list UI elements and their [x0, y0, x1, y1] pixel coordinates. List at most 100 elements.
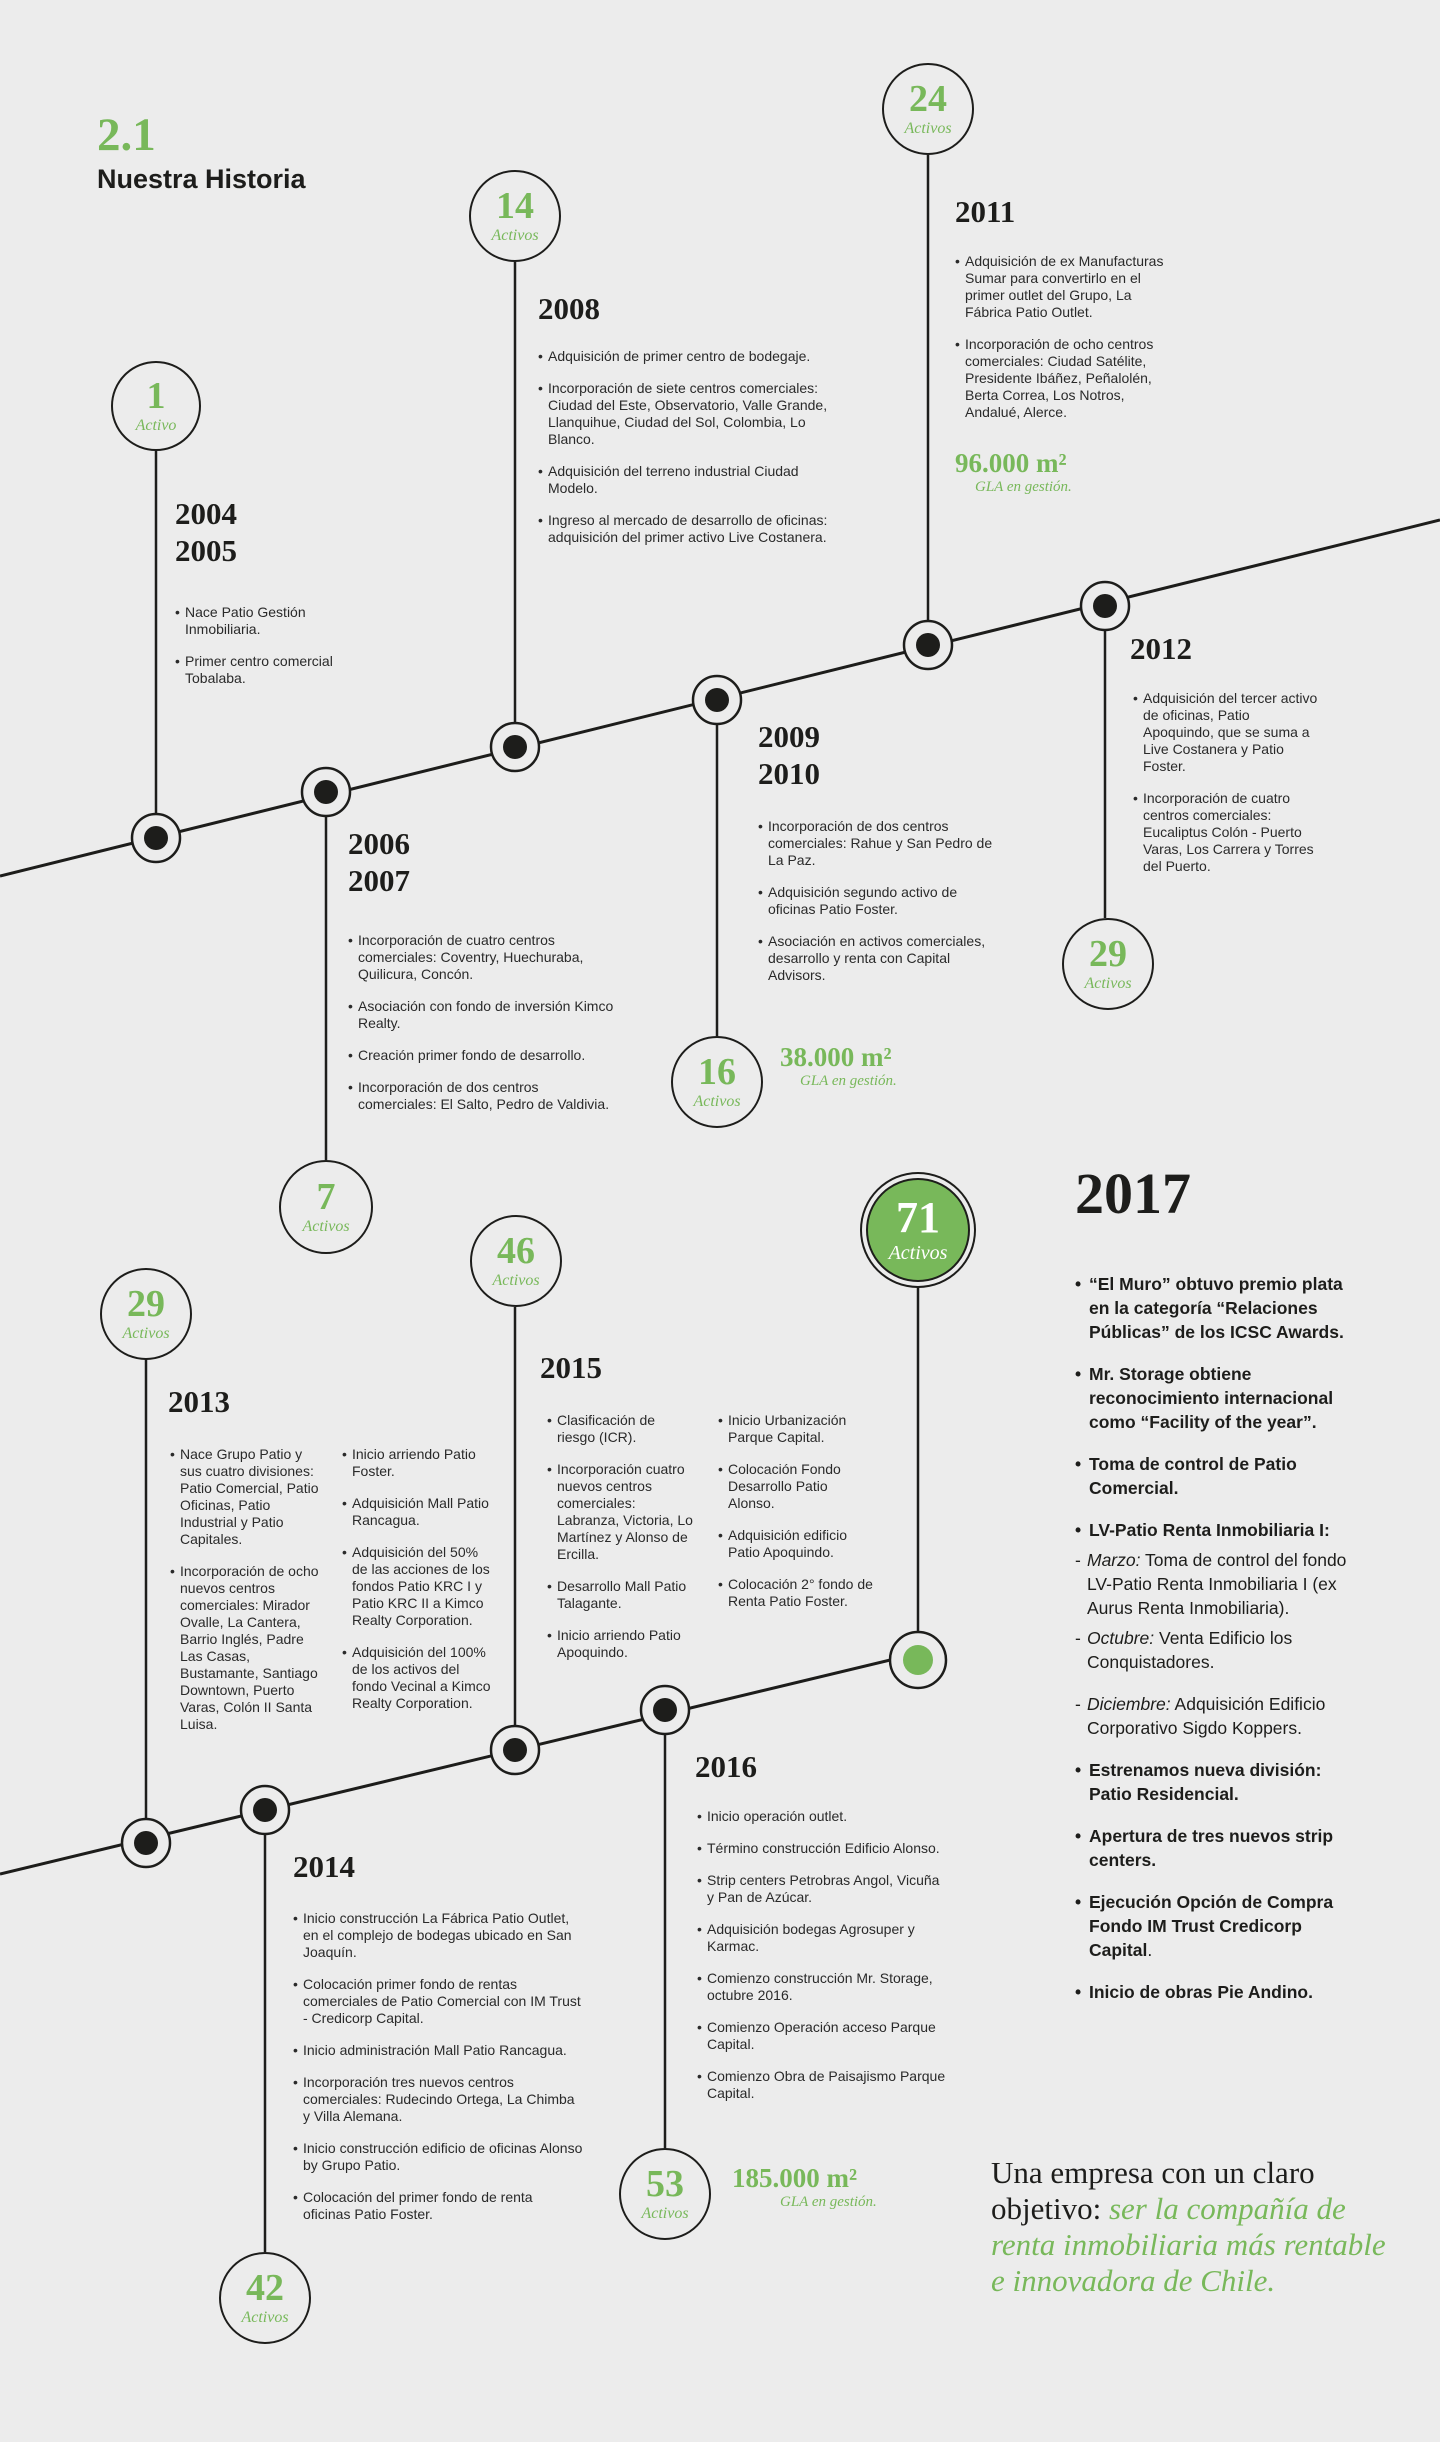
subitem-text: Toma de control del fondo LV-Patio Renta… — [1087, 1550, 1347, 1618]
asset-count-label: Activos — [641, 2205, 689, 2223]
closing-highlight: ser la compañía de renta inmobiliaria má… — [991, 2191, 1386, 2298]
list-item: Clasificación de riesgo (ICR). — [547, 1412, 697, 1446]
asset-count-bubble-2011: 24 Activos — [882, 63, 974, 155]
list-item: Estrenamos nueva división: Patio Residen… — [1075, 1758, 1365, 1806]
page-title: Nuestra Historia — [97, 164, 306, 194]
year-heading-2009: 2009 2010 — [758, 719, 820, 791]
milestone-list-2009: Incorporación de dos centros comerciales… — [758, 818, 998, 999]
list-item: Comienzo Operación acceso Parque Capital… — [697, 2019, 947, 2053]
list-item: Adquisición del tercer activo de oficina… — [1133, 690, 1323, 775]
month-label: Octubre: — [1087, 1628, 1155, 1648]
asset-count-bubble-2006: 7 Activos — [279, 1160, 373, 1254]
year-heading-2015: 2015 — [540, 1350, 602, 1385]
year-heading-2008: 2008 — [538, 291, 600, 326]
asset-count: 1 — [146, 375, 166, 418]
asset-count-bubble-2012: 29 Activos — [1062, 918, 1154, 1010]
list-item: Incorporación de cuatro centros comercia… — [1133, 790, 1323, 875]
list-item: Adquisición del 50% de las acciones de l… — [342, 1544, 492, 1629]
list-item: Adquisición del terreno industrial Ciuda… — [538, 463, 828, 497]
asset-count-label: Activos — [241, 2309, 289, 2327]
year-heading-2016: 2016 — [695, 1749, 757, 1784]
year-heading-2004: 2004 2005 — [175, 496, 237, 568]
gla-2016: 185.000 m² GLA en gestión. — [732, 2165, 877, 2211]
milestone-list-2006: Incorporación de cuatro centros comercia… — [348, 932, 618, 1128]
list-item: Toma de control de Patio Comercial. — [1075, 1452, 1365, 1500]
asset-count-label: Activos — [888, 1242, 948, 1264]
milestone-list-2017: “El Muro” obtuvo premio plata en la cate… — [1075, 1272, 1365, 2022]
list-item: Comienzo construcción Mr. Storage, octub… — [697, 1970, 947, 2004]
gla-label: GLA en gestión. — [800, 1073, 897, 1089]
list-subitem: Diciembre: Adquisición Edificio Corporat… — [1075, 1692, 1365, 1740]
asset-count-label: Activos — [1084, 975, 1132, 993]
gla-value: 96.000 m² — [955, 448, 1067, 478]
milestone-list-2013-b: Inicio arriendo Patio Foster. Adquisició… — [342, 1446, 492, 1727]
milestone-list-2008: Adquisición de primer centro de bodegaje… — [538, 348, 828, 561]
asset-count-label: Activos — [693, 1093, 741, 1111]
list-item: Inicio construcción La Fábrica Patio Out… — [293, 1910, 583, 1961]
gla-2011: 96.000 m² GLA en gestión. — [955, 450, 1072, 496]
list-item: Inicio operación outlet. — [697, 1808, 947, 1825]
list-subitem: Marzo: Toma de control del fondo LV-Pati… — [1075, 1548, 1365, 1620]
list-item: Nace Patio Gestión Inmobiliaria. — [175, 604, 335, 638]
asset-count-bubble-2014: 42 Activos — [219, 2252, 311, 2344]
list-item-tail: . — [1147, 1940, 1153, 1960]
milestone-list-2015-b: Inicio Urbanización Parque Capital. Colo… — [718, 1412, 873, 1625]
milestone-list-2012: Adquisición del tercer activo de oficina… — [1133, 690, 1323, 890]
list-item: Adquisición del 100% de los activos del … — [342, 1644, 492, 1712]
asset-count: 24 — [909, 78, 947, 121]
list-item: Colocación 2° fondo de Renta Patio Foste… — [718, 1576, 873, 1610]
asset-count-label: Activo — [135, 417, 177, 435]
asset-count: 29 — [127, 1283, 165, 1326]
list-item: Adquisición edificio Patio Apoquindo. — [718, 1527, 873, 1561]
list-item: Adquisición bodegas Agrosuper y Karmac. — [697, 1921, 947, 1955]
gla-label: GLA en gestión. — [780, 2194, 877, 2210]
gla-value: 185.000 m² — [732, 2163, 858, 2193]
asset-count-label: Activos — [904, 120, 952, 138]
asset-count: 53 — [646, 2163, 684, 2206]
asset-count-label: Activos — [492, 1272, 540, 1290]
list-item: Ejecución Opción de Compra Fondo IM Trus… — [1075, 1890, 1365, 1962]
asset-count: 14 — [496, 185, 534, 228]
year-heading-2012: 2012 — [1130, 631, 1192, 666]
list-item: “El Muro” obtuvo premio plata en la cate… — [1075, 1272, 1365, 1344]
section-number: 2.1 — [97, 109, 156, 161]
asset-count-bubble-2008: 14 Activos — [469, 170, 561, 262]
list-item: Inicio Urbanización Parque Capital. — [718, 1412, 873, 1446]
list-item: Incorporación de ocho centros comerciale… — [955, 336, 1165, 421]
asset-count-bubble-2013: 29 Activos — [100, 1268, 192, 1360]
list-item: Incorporación de ocho nuevos centros com… — [170, 1563, 320, 1733]
gla-value: 38.000 m² — [780, 1042, 892, 1072]
list-item: Primer centro comercial Tobalaba. — [175, 653, 335, 687]
asset-count-bubble-2009: 16 Activos — [671, 1036, 763, 1128]
list-item: Incorporación de cuatro centros comercia… — [348, 932, 618, 983]
list-item: Incorporación de dos centros comerciales… — [348, 1079, 618, 1113]
list-item: Adquisición de primer centro de bodegaje… — [538, 348, 828, 365]
list-item: Adquisición segundo activo de oficinas P… — [758, 884, 998, 918]
milestone-list-2016: Inicio operación outlet. Término constru… — [697, 1808, 947, 2117]
gla-label: GLA en gestión. — [975, 479, 1072, 495]
subitem-text: Venta Edificio los Conquistadores. — [1087, 1628, 1293, 1672]
asset-count-bubble-2004: 1 Activo — [111, 361, 201, 451]
list-item: Inicio arriendo Patio Apoquindo. — [547, 1627, 697, 1661]
subitem-text: Adquisición Edificio Corporativo Sigdo K… — [1087, 1694, 1326, 1738]
list-item: Strip centers Petrobras Angol, Vicuña y … — [697, 1872, 947, 1906]
milestone-list-2014: Inicio construcción La Fábrica Patio Out… — [293, 1910, 583, 2238]
year-heading-2006: 2006 2007 — [348, 826, 410, 898]
list-item: Colocación Fondo Desarrollo Patio Alonso… — [718, 1461, 873, 1512]
list-item: Asociación con fondo de inversión Kimco … — [348, 998, 618, 1032]
asset-count-label: Activos — [122, 1325, 170, 1343]
list-item: Asociación en activos comerciales, desar… — [758, 933, 998, 984]
closing-statement: Una empresa con un claro objetivo: ser l… — [991, 2155, 1391, 2299]
list-item: Incorporación de siete centros comercial… — [538, 380, 828, 448]
list-item: Mr. Storage obtiene reconocimiento inter… — [1075, 1362, 1365, 1434]
asset-count: 29 — [1089, 933, 1127, 976]
list-item: Incorporación de dos centros comerciales… — [758, 818, 998, 869]
list-item: Ingreso al mercado de desarrollo de ofic… — [538, 512, 828, 546]
list-item: LV-Patio Renta Inmobiliaria I: — [1075, 1518, 1365, 1542]
month-label: Diciembre: — [1087, 1694, 1171, 1714]
list-item: Colocación del primer fondo de renta ofi… — [293, 2189, 583, 2223]
list-item: Colocación primer fondo de rentas comerc… — [293, 1976, 583, 2027]
month-label: Marzo: — [1087, 1550, 1141, 1570]
list-subitem: Octubre: Venta Edificio los Conquistador… — [1075, 1626, 1365, 1674]
list-item: Adquisición de ex Manufacturas Sumar par… — [955, 253, 1165, 321]
